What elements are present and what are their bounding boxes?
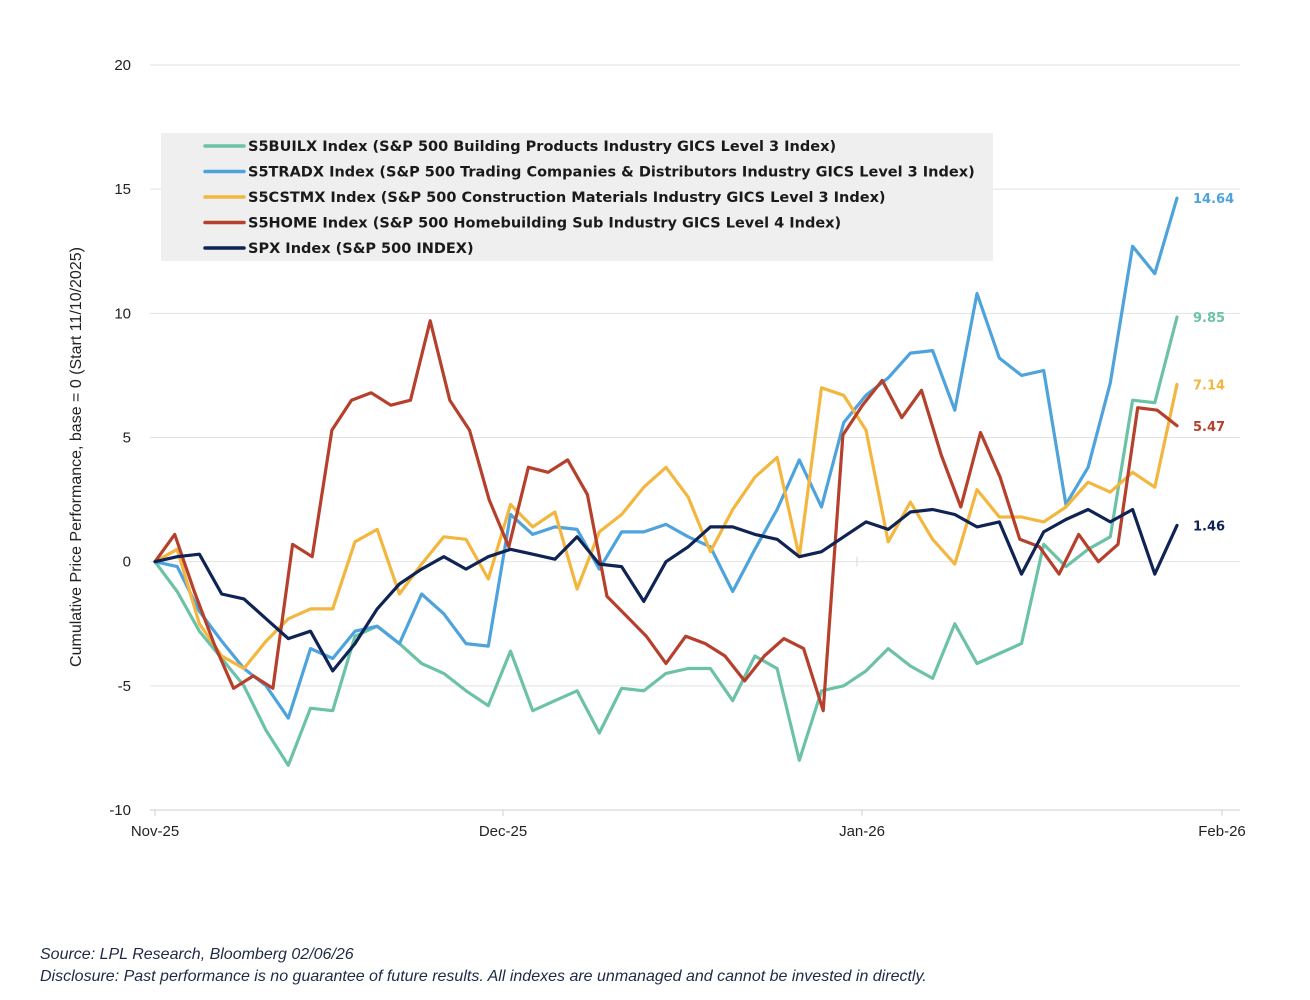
y-axis-label: Cumulative Price Performance, base = 0 (…	[68, 247, 85, 667]
legend-entry: S5BUILX Index (S&P 500 Building Products…	[248, 139, 836, 155]
series-end-label: 9.85	[1193, 311, 1225, 326]
x-tick-label: Dec-25	[479, 823, 527, 840]
series-line	[153, 382, 1179, 671]
legend: S5BUILX Index (S&P 500 Building Products…	[161, 133, 993, 261]
legend-entry: S5CSTMX Index (S&P 500 Construction Mate…	[248, 190, 886, 206]
x-tick-label: Jan-26	[839, 823, 885, 840]
series-lines	[153, 196, 1179, 767]
series-end-label: 5.47	[1193, 420, 1225, 435]
legend-box	[161, 133, 993, 261]
y-tick-label: 10	[114, 305, 131, 322]
y-tick-label: -5	[118, 678, 131, 695]
series-line	[153, 315, 1179, 767]
x-tick-labels: Nov-25 Dec-25 Jan-26 Feb-26	[131, 810, 1246, 840]
x-tick-label: Feb-26	[1198, 823, 1246, 840]
legend-entry: S5TRADX Index (S&P 500 Trading Companies…	[248, 165, 975, 181]
y-tick-label: 0	[123, 554, 131, 571]
y-tick-label: 5	[123, 430, 131, 447]
legend-entry: S5HOME Index (S&P 500 Homebuilding Sub I…	[248, 216, 841, 232]
series-end-label: 1.46	[1193, 519, 1225, 534]
series-end-label: 14.64	[1193, 192, 1234, 207]
series-line	[153, 507, 1179, 673]
legend-entry: SPX Index (S&P 500 INDEX)	[248, 241, 474, 257]
x-tick-label: Nov-25	[131, 823, 179, 840]
y-tick-labels: -10 -5 0 5 10 15 20	[109, 57, 131, 819]
series-end-labels: 9.85 14.64 7.14 5.47 1.46	[1193, 192, 1234, 534]
disclosure-note: Disclosure: Past performance is no guara…	[40, 968, 927, 985]
source-note: Source: LPL Research, Bloomberg 02/06/26	[40, 946, 354, 963]
y-tick-label: 20	[114, 57, 131, 74]
series-line	[153, 319, 1179, 713]
series-end-label: 7.14	[1193, 378, 1225, 393]
y-tick-label: 15	[114, 181, 131, 198]
y-tick-label: -10	[109, 802, 131, 819]
